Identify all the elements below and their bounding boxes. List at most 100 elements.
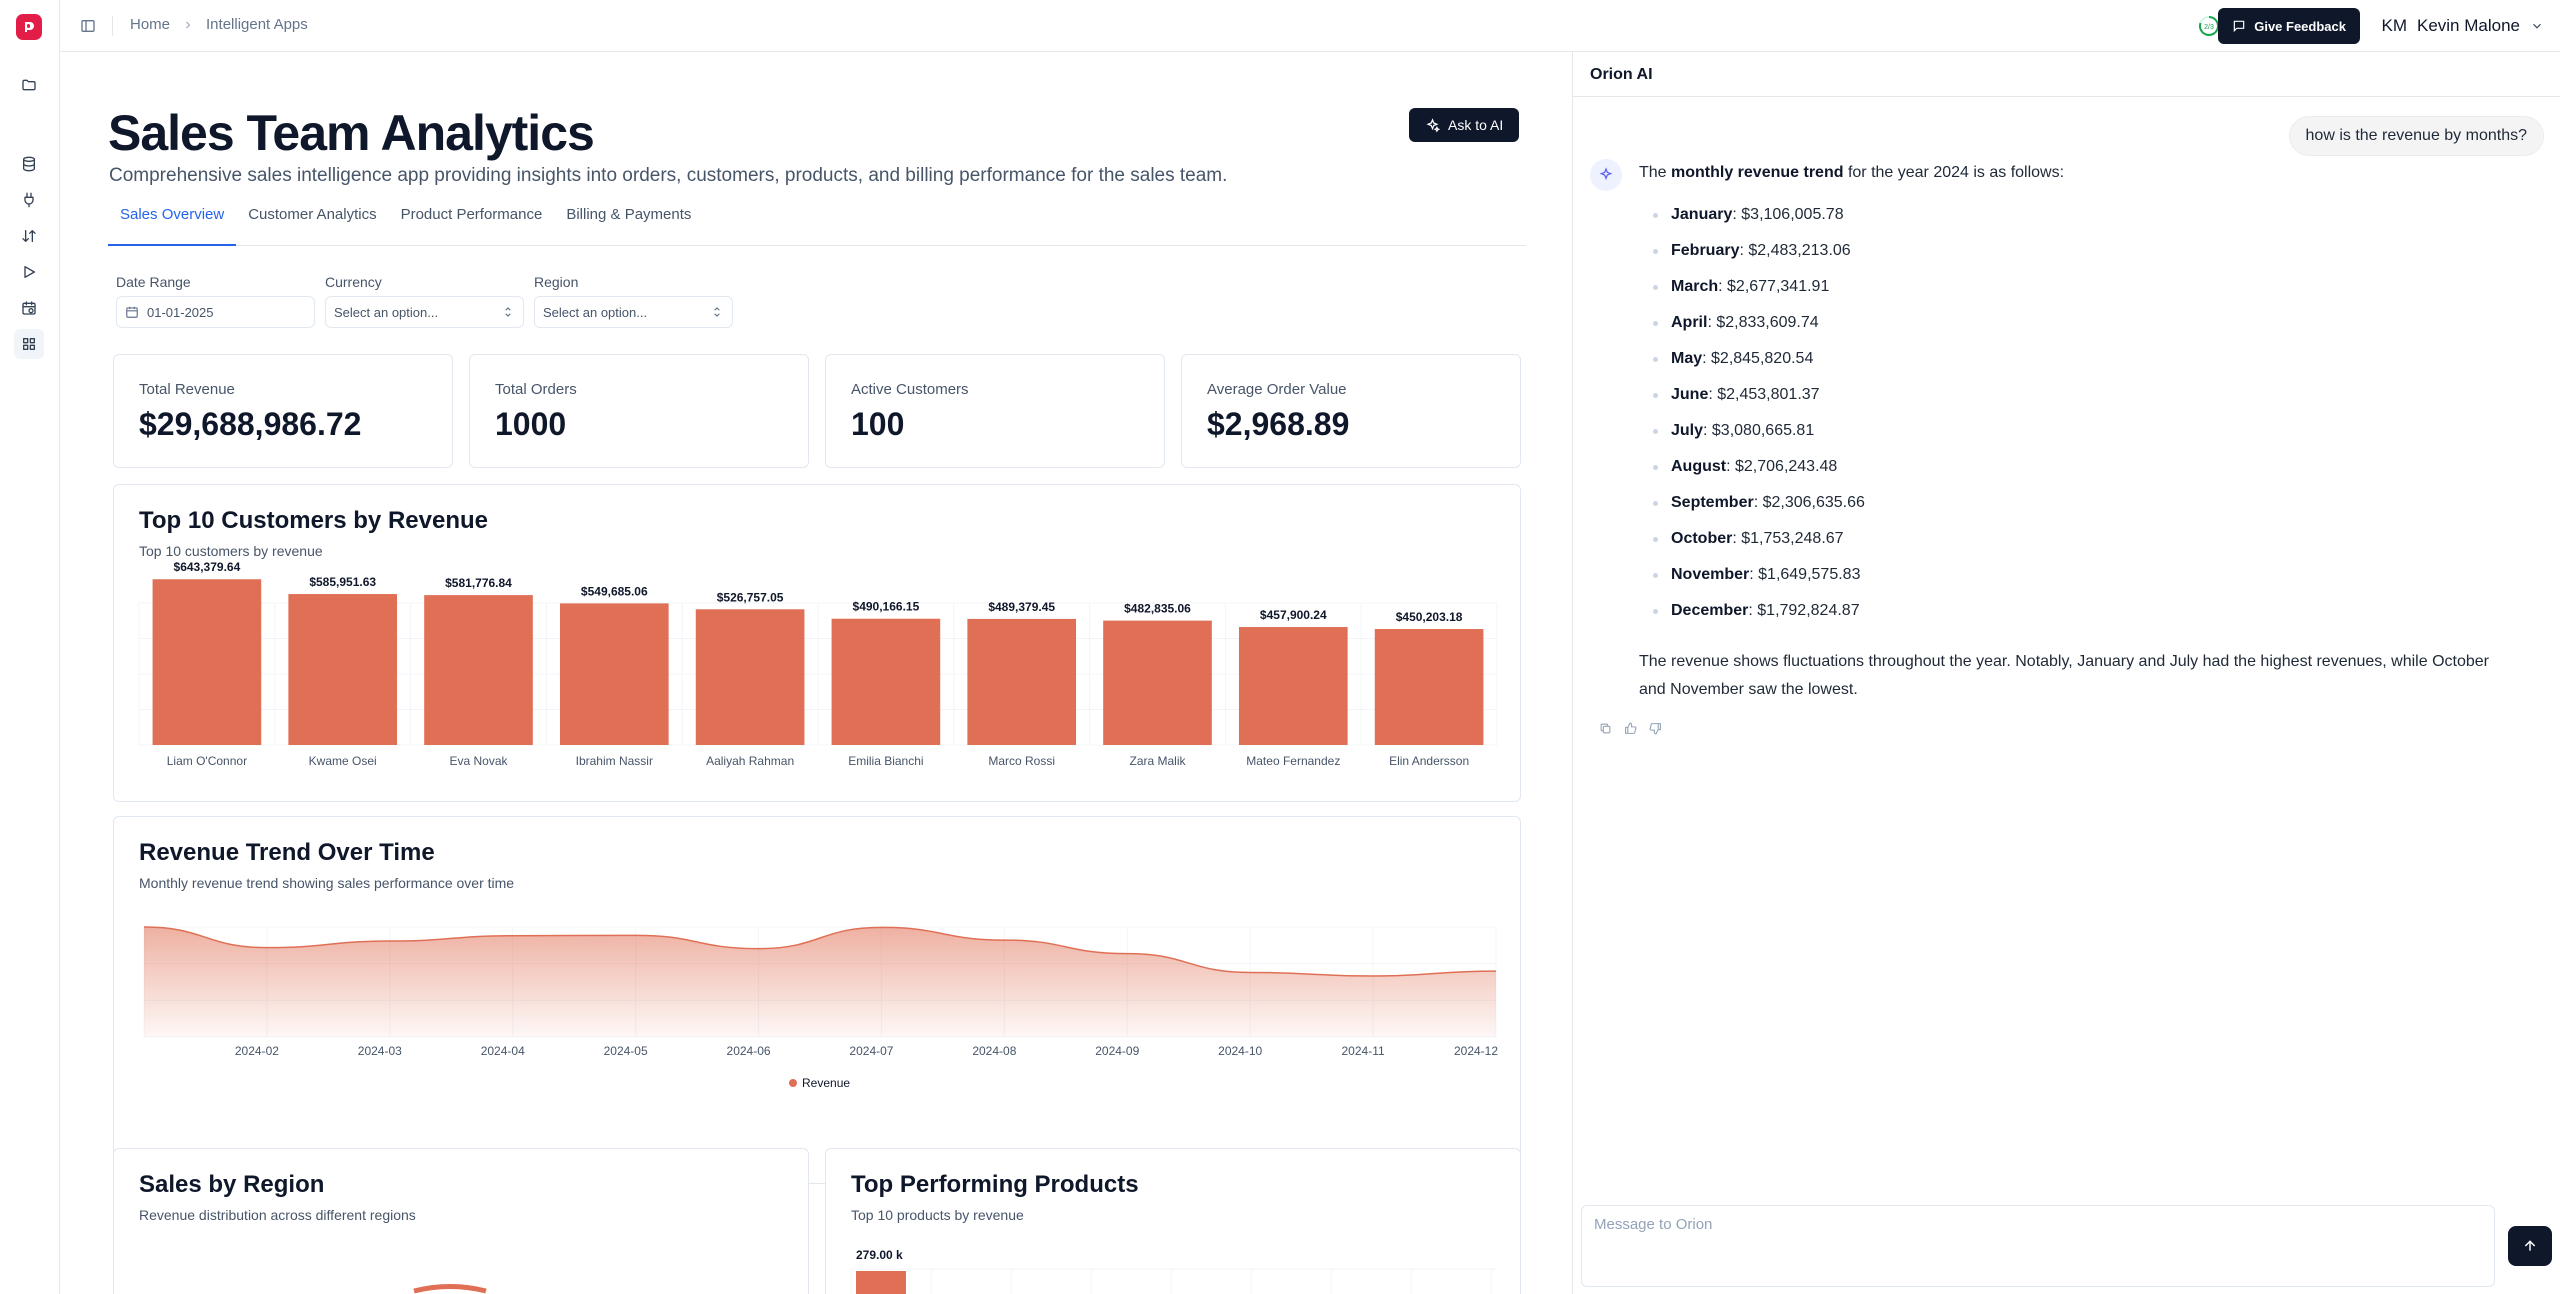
user-name: Kevin Malone [2416,16,2520,35]
message-square-icon [2233,20,2245,33]
thumbs-down-icon[interactable] [1649,722,1662,735]
kpi-value: $2,968.89 [1207,406,1350,442]
date-range-input[interactable]: 01-01-2025 [116,296,315,328]
give-feedback-button[interactable]: Give Feedback [2218,8,2360,44]
revenue-trend-card: Revenue Trend Over Time Monthly revenue … [113,816,1521,1184]
month-name: January [1671,206,1733,223]
bar [1103,620,1212,745]
sidebar-toggle-icon[interactable] [76,14,100,38]
bar [152,579,262,745]
ask-ai-label: Ask to AI [1448,117,1504,133]
database-icon[interactable] [14,149,44,179]
kpi-value: 100 [851,406,905,442]
send-button[interactable] [2508,1226,2552,1266]
breadcrumb-current[interactable]: Intelligent Apps [206,16,308,33]
list-item: November: $1,649,575.83 [1653,566,2519,602]
kpi-value: 1000 [495,406,567,442]
left-rail [0,0,60,1294]
chevron-down-icon [2533,23,2541,29]
message-input[interactable]: Message to Orion [1581,1205,2495,1287]
main-content: Sales Team Analytics Comprehensive sales… [60,52,1572,1294]
plug-icon[interactable] [14,185,44,215]
kpi-label: Active Customers [851,381,969,398]
pie-slice [413,1284,487,1294]
revenue-line [143,926,1497,977]
user-menu[interactable]: KM Kevin Malone [2381,16,2544,36]
x-tick-label: Zara Malik [1129,754,1186,768]
month-value: : $2,306,635.66 [1753,494,1865,511]
calendar-icon [126,306,138,318]
tab-sales-overview[interactable]: Sales Overview [108,200,237,246]
x-tick-label: Marco Rossi [988,754,1055,768]
x-tick-label: Eva Novak [449,754,508,768]
x-tick-label: 2024-12 [1454,1044,1498,1058]
tab-product-performance[interactable]: Product Performance [400,206,543,223]
revenue-area [144,927,1496,1037]
bar-value-label: $490,166.15 [853,600,920,614]
tab-bar: Sales Overview Customer Analytics Produc… [108,200,1526,246]
month-value: : $2,706,243.48 [1726,458,1838,475]
top-products-bar-chart: 279.00 k [850,1248,1496,1294]
sparkles-icon [1426,117,1440,133]
month-value: : $3,080,665.81 [1703,422,1815,439]
date-range-filter: Date Range 01-01-2025 [116,274,315,328]
kpi-active-customers: Active Customers 100 [825,354,1165,468]
month-name: July [1671,422,1704,439]
avatar: KM [2381,16,2407,35]
play-icon[interactable] [14,257,44,287]
currency-filter: Currency Select an option... [325,274,524,328]
list-item: February: $2,483,213.06 [1653,242,2519,278]
copy-icon[interactable] [1599,722,1612,735]
intro-pre: The [1639,164,1672,181]
x-tick-label: Liam O'Connor [167,754,247,768]
tab-billing-payments[interactable]: Billing & Payments [566,206,692,223]
x-tick-label: 2024-07 [849,1044,893,1058]
currency-select[interactable]: Select an option... [325,296,524,328]
bar [831,618,941,745]
x-tick-label: 2024-02 [235,1044,279,1058]
date-range-label: Date Range [116,274,191,290]
month-value: : $2,453,801.37 [1708,386,1820,403]
sales-by-region-card: Sales by Region Revenue distribution acr… [113,1148,809,1294]
transfer-icon[interactable] [14,221,44,251]
revenue-trend-area-chart: 2024-02 2024-03 2024-04 2024-05 2024-06 2024-… [143,926,1498,1090]
folder-icon[interactable] [14,70,44,100]
kpi-value: $29,688,986.72 [139,406,362,442]
bar [967,618,1077,745]
list-item: May: $2,845,820.54 [1653,350,2519,386]
app-logo-icon[interactable] [16,14,42,40]
bar [559,603,669,745]
month-value: : $1,792,824.87 [1748,602,1860,619]
assistant-summary: The revenue shows fluctuations throughou… [1639,653,2489,698]
calendar-clock-icon[interactable] [14,293,44,323]
bar [695,609,805,745]
chart-subtitle: Top 10 products by revenue [851,1207,1024,1223]
bar [856,1271,906,1294]
chart-title: Top 10 Customers by Revenue [139,507,488,534]
message-actions [1599,722,1662,735]
page-subtitle: Comprehensive sales intelligence app pro… [109,165,1228,186]
breadcrumb-home[interactable]: Home [130,16,171,33]
x-tick-label: 2024-05 [604,1044,648,1058]
apps-grid-icon[interactable] [14,329,44,359]
x-tick-label: 2024-09 [1095,1044,1139,1058]
thumbs-up-icon[interactable] [1624,722,1637,735]
legend-label: Revenue [802,1076,850,1090]
currency-label: Currency [325,274,382,290]
region-label: Region [534,274,579,290]
ai-avatar-icon [1590,159,1622,191]
svg-text:2/3: 2/3 [2204,24,2214,31]
progress-ring-icon[interactable]: 2/3 [2198,15,2220,37]
chart-title: Top Performing Products [851,1171,1139,1198]
chart-title: Sales by Region [139,1171,325,1198]
region-select[interactable]: Select an option... [534,296,733,328]
top-products-card: Top Performing Products Top 10 products … [825,1148,1521,1294]
bar [424,595,533,745]
x-tick-label: 2024-08 [972,1044,1016,1058]
tab-customer-analytics[interactable]: Customer Analytics [248,206,377,223]
user-message: how is the revenue by months? [2288,116,2544,156]
chevrons-up-down-icon [505,307,511,317]
ask-ai-button[interactable]: Ask to AI [1409,108,1520,142]
bar-value-label: $450,203.18 [1396,610,1463,624]
month-name: November [1671,566,1750,583]
